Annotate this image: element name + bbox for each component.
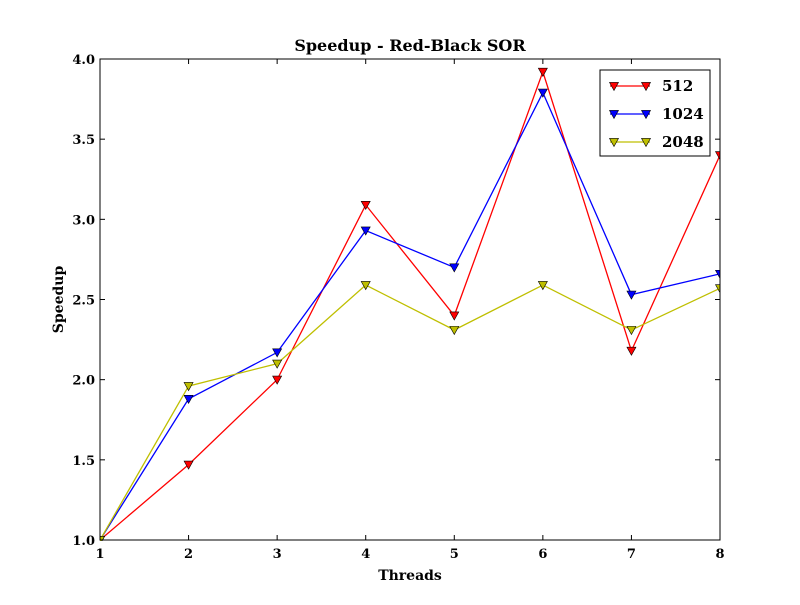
y-tick-label: 1.0 xyxy=(72,534,95,549)
series-line-1024 xyxy=(100,91,720,541)
legend-marker-512 xyxy=(608,82,620,92)
data-point-512 xyxy=(272,375,283,385)
legend-label-2048: 2048 xyxy=(662,133,704,151)
data-point-2048 xyxy=(272,359,283,369)
x-tick-label: 3 xyxy=(273,547,282,562)
data-point-2048 xyxy=(449,326,460,336)
legend-marker-512 xyxy=(640,82,652,92)
data-point-2048 xyxy=(714,284,720,294)
data-point-1024 xyxy=(360,226,371,236)
data-point-1024 xyxy=(272,348,283,358)
x-tick-label: 8 xyxy=(715,547,724,562)
series-2048 xyxy=(100,281,720,541)
series-512 xyxy=(100,67,720,541)
legend-label-512: 512 xyxy=(662,77,693,95)
x-tick-label: 5 xyxy=(450,547,459,562)
chart-title: Speedup - Red-Black SOR xyxy=(294,36,526,55)
x-tick-label: 2 xyxy=(184,547,193,562)
data-point-1024 xyxy=(626,290,637,300)
series-1024 xyxy=(100,88,720,541)
legend-marker-1024 xyxy=(608,110,620,120)
x-tick-label: 6 xyxy=(538,547,547,562)
data-point-2048 xyxy=(183,382,194,392)
x-tick-label: 1 xyxy=(95,547,104,562)
data-point-1024 xyxy=(714,269,720,279)
data-point-2048 xyxy=(537,281,548,291)
y-tick-label: 2.0 xyxy=(72,374,95,389)
legend-marker-1024 xyxy=(640,110,652,120)
data-point-1024 xyxy=(537,88,548,98)
y-tick-label: 3.0 xyxy=(72,213,95,228)
data-point-2048 xyxy=(360,281,371,291)
data-point-1024 xyxy=(183,395,194,405)
y-tick-label: 4.0 xyxy=(72,53,95,68)
y-tick-label: 3.5 xyxy=(72,133,95,148)
series-line-512 xyxy=(100,69,720,541)
data-point-512 xyxy=(626,346,637,356)
legend-marker-2048 xyxy=(640,138,652,148)
y-tick-label: 1.5 xyxy=(72,454,95,469)
legend-label-1024: 1024 xyxy=(662,105,704,123)
x-tick-label: 4 xyxy=(361,547,370,562)
y-axis-label: Speedup xyxy=(51,266,67,334)
x-tick-label: 7 xyxy=(627,547,636,562)
y-tick-label: 2.5 xyxy=(72,294,95,309)
x-axis-label: Threads xyxy=(378,568,442,584)
data-point-2048 xyxy=(626,326,637,336)
data-point-512 xyxy=(537,67,548,77)
data-point-512 xyxy=(360,201,371,211)
data-point-512 xyxy=(714,151,720,161)
series-line-2048 xyxy=(100,284,720,541)
data-point-512 xyxy=(449,311,460,321)
legend: 512 1024 2048 xyxy=(599,69,711,157)
legend-marker-2048 xyxy=(608,138,620,148)
data-point-512 xyxy=(183,460,194,470)
data-point-1024 xyxy=(449,263,460,273)
